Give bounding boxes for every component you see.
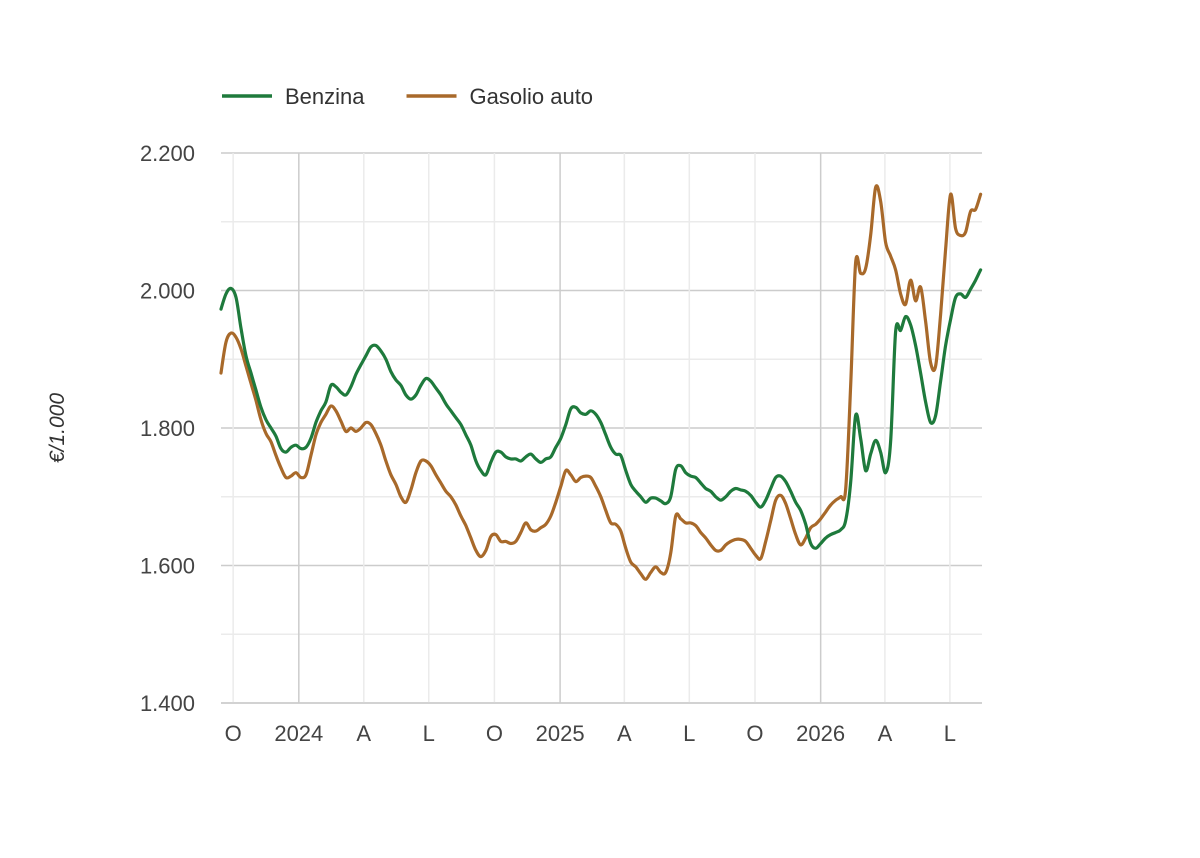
y-axis: 1.400 1.600 1.800 2.000 2.200 [140, 141, 195, 716]
legend-label: Gasolio auto [470, 84, 594, 109]
x-tick-label: A [617, 721, 632, 746]
x-tick-label: A [878, 721, 893, 746]
x-tick-label: O [746, 721, 763, 746]
y-tick-label: 1.800 [140, 416, 195, 441]
x-tick-label: 2025 [536, 721, 585, 746]
grid [221, 152, 982, 704]
legend-item-benzina[interactable]: Benzina [222, 84, 365, 109]
y-tick-label: 1.600 [140, 554, 195, 579]
x-axis: O 2024 A L O 2025 A L O 2026 A L [225, 721, 956, 746]
x-tick-label: L [423, 721, 435, 746]
x-tick-label: L [683, 721, 695, 746]
legend: Benzina Gasolio auto [222, 84, 593, 109]
y-axis-title: €/1.000 [46, 393, 69, 463]
x-tick-label: A [356, 721, 371, 746]
y-tick-label: 2.000 [140, 279, 195, 304]
series-line-gasolio-auto [219, 184, 983, 581]
y-tick-label: 2.200 [140, 141, 195, 166]
x-tick-label: O [486, 721, 503, 746]
series-line-benzina [219, 268, 983, 550]
x-tick-label: L [944, 721, 956, 746]
x-tick-label: 2024 [274, 721, 323, 746]
x-tick-label: O [225, 721, 242, 746]
legend-item-gasolio-auto[interactable]: Gasolio auto [406, 84, 594, 109]
series-lines [219, 184, 983, 581]
x-tick-label: 2026 [796, 721, 845, 746]
y-tick-label: 1.400 [140, 691, 195, 716]
legend-label: Benzina [285, 84, 365, 109]
